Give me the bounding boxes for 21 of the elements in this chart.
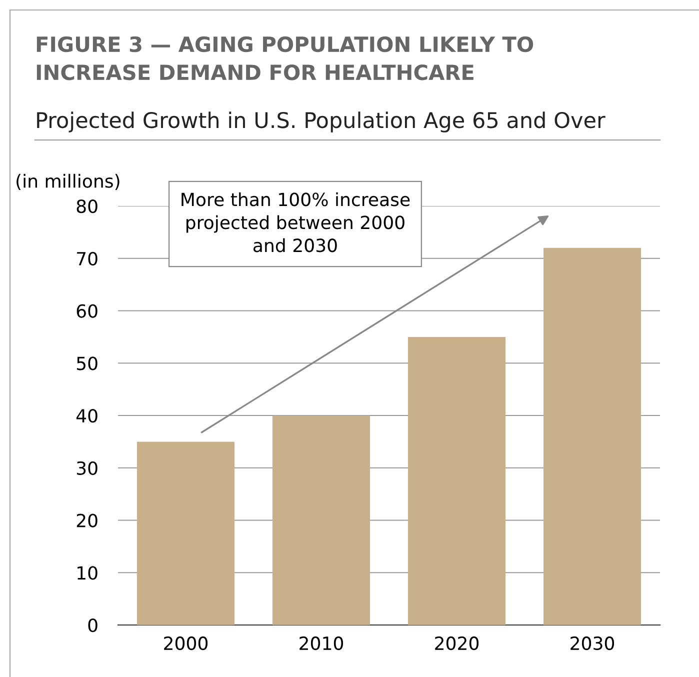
bar: [543, 248, 642, 625]
y-tick-label: 60: [76, 304, 98, 318]
y-tick-label: 10: [78, 566, 98, 580]
x-tick-label: 2020: [435, 636, 479, 650]
x-tick-label: 2010: [300, 636, 344, 650]
chart-subtitle: Projected Growth in U.S. Population Age 65 and Over: [37, 112, 606, 132]
y-axis-title: (in millions): [16, 174, 120, 190]
x-tick-label: 2030: [570, 636, 614, 650]
bar: [272, 416, 370, 625]
y-tick-label: 70: [77, 252, 98, 266]
y-tick-label: 30: [76, 461, 98, 475]
y-tick-label: 50: [76, 356, 98, 370]
y-tick-label: 20: [76, 514, 98, 528]
x-tick-label: 2000: [164, 636, 208, 650]
y-tick-label: 0: [88, 618, 98, 632]
bar: [136, 442, 235, 625]
y-tick-label: 40: [76, 408, 98, 423]
bar: [408, 336, 506, 625]
y-tick-label: 80: [76, 199, 98, 214]
chart-title: FIGURE 3 — AGING POPULATION LIKELY TO INCREASE DEMAND FOR HEALTHCARE: [36, 36, 534, 80]
annotation: More than 100% increase projected between 2000 and 2030: [182, 192, 410, 252]
